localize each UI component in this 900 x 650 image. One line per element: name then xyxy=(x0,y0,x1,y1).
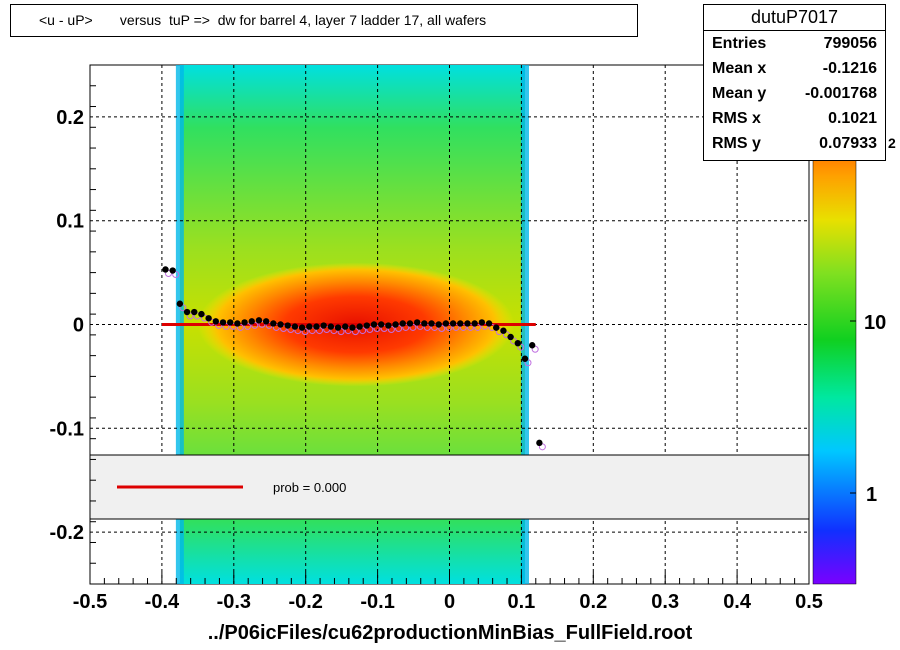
profile-point xyxy=(284,322,291,329)
footer-filename: ../P06icFiles/cu62productionMinBias_Full… xyxy=(207,622,693,644)
profile-point xyxy=(377,321,385,328)
profile-point xyxy=(370,321,378,328)
x-tick-label: -0.2 xyxy=(288,591,322,613)
profile-point xyxy=(313,323,320,330)
stats-row: RMS x 0.1021 xyxy=(712,110,877,127)
profile-point xyxy=(183,308,191,316)
profile-point xyxy=(464,320,471,327)
colorbar-tick-1: 1 xyxy=(866,484,877,506)
profile-point xyxy=(493,324,500,331)
profile-point xyxy=(536,439,543,447)
profile-point xyxy=(162,266,169,273)
profile-point xyxy=(342,323,349,330)
profile-point xyxy=(320,322,327,329)
profile-point xyxy=(262,318,270,325)
stats-row: RMS y 0.07933 xyxy=(712,135,877,152)
stats-box: dutuP7017 Entries 799056 Mean x -0.1216 Me… xyxy=(703,4,886,161)
stats-row: Mean y -0.001768 xyxy=(712,85,877,102)
profile-point xyxy=(356,323,363,330)
profile-point xyxy=(413,319,421,326)
stats-name: dutuP7017 xyxy=(704,5,885,31)
x-tick-label: 0 xyxy=(444,591,455,613)
profile-point xyxy=(306,323,313,330)
y-tick-label: 0.1 xyxy=(56,211,84,233)
profile-point xyxy=(327,323,335,330)
profile-point xyxy=(514,339,522,347)
profile-point xyxy=(277,321,284,328)
x-tick-label: 0.4 xyxy=(723,591,752,613)
profile-point xyxy=(363,322,371,329)
profile-point xyxy=(219,319,227,326)
y-tick-label: 0.2 xyxy=(56,107,84,129)
colorbar: 1 10 10 2 xyxy=(812,135,896,585)
profile-point xyxy=(399,320,406,327)
x-tick-label: 0.5 xyxy=(795,591,823,613)
x-tick-label: -0.5 xyxy=(73,591,107,613)
profile-point xyxy=(255,317,263,324)
x-tick-label: 0.3 xyxy=(651,591,679,613)
colorbar-tick-10: 10 xyxy=(864,312,886,334)
profile-point xyxy=(485,320,493,327)
y-tick-label: -0.2 xyxy=(50,522,84,544)
profile-point xyxy=(227,319,234,326)
profile-point xyxy=(507,333,514,341)
profile-point xyxy=(471,320,478,327)
profile-point xyxy=(176,300,184,307)
profile-point xyxy=(334,324,342,331)
profile-point xyxy=(291,323,299,330)
profile-point xyxy=(478,319,486,326)
profile-point xyxy=(191,308,198,316)
profile-point xyxy=(270,320,277,327)
profile-point xyxy=(385,322,392,329)
axes: -0.5 -0.4 -0.3 -0.2 -0.1 0 0.1 0.2 0.3 0.4 0.5 -0.2… xyxy=(50,64,823,613)
profile-point xyxy=(241,319,248,326)
chart-title: <u - uP> versus tuP => dw for barrel 4, … xyxy=(10,4,638,37)
x-tick-label: 0.1 xyxy=(507,591,535,613)
profile-point xyxy=(212,318,220,325)
profile-point xyxy=(205,315,212,322)
legend-label: prob = 0.000 xyxy=(273,480,346,495)
profile-point xyxy=(457,320,464,327)
y-tick-label: -0.1 xyxy=(50,418,84,440)
x-tick-label: -0.3 xyxy=(217,591,251,613)
profile-point xyxy=(500,327,507,334)
profile-point xyxy=(421,320,428,327)
profile-point xyxy=(169,267,176,274)
x-tick-label: 0.2 xyxy=(579,591,607,613)
profile-point xyxy=(392,321,399,328)
profile-point xyxy=(248,318,255,325)
profile-point xyxy=(449,320,457,327)
profile-point xyxy=(234,320,241,327)
profile-point xyxy=(521,355,529,362)
profile-point xyxy=(435,321,442,328)
x-tick-label: -0.1 xyxy=(360,591,394,613)
profile-point xyxy=(428,320,435,327)
profile-point xyxy=(349,324,356,331)
profile-point xyxy=(198,310,205,318)
legend-box: prob = 0.000 xyxy=(89,454,810,520)
stats-row: Mean x -0.1216 xyxy=(712,60,877,77)
y-tick-label: 0 xyxy=(73,315,84,337)
stats-row: Entries 799056 xyxy=(712,35,877,52)
x-tick-label: -0.4 xyxy=(145,591,180,613)
profile-point xyxy=(528,342,536,349)
profile-point xyxy=(298,324,306,331)
profile-points xyxy=(162,266,546,451)
profile-point xyxy=(442,320,450,327)
colorbar-exponent: 2 xyxy=(888,135,896,151)
profile-point xyxy=(406,320,414,327)
